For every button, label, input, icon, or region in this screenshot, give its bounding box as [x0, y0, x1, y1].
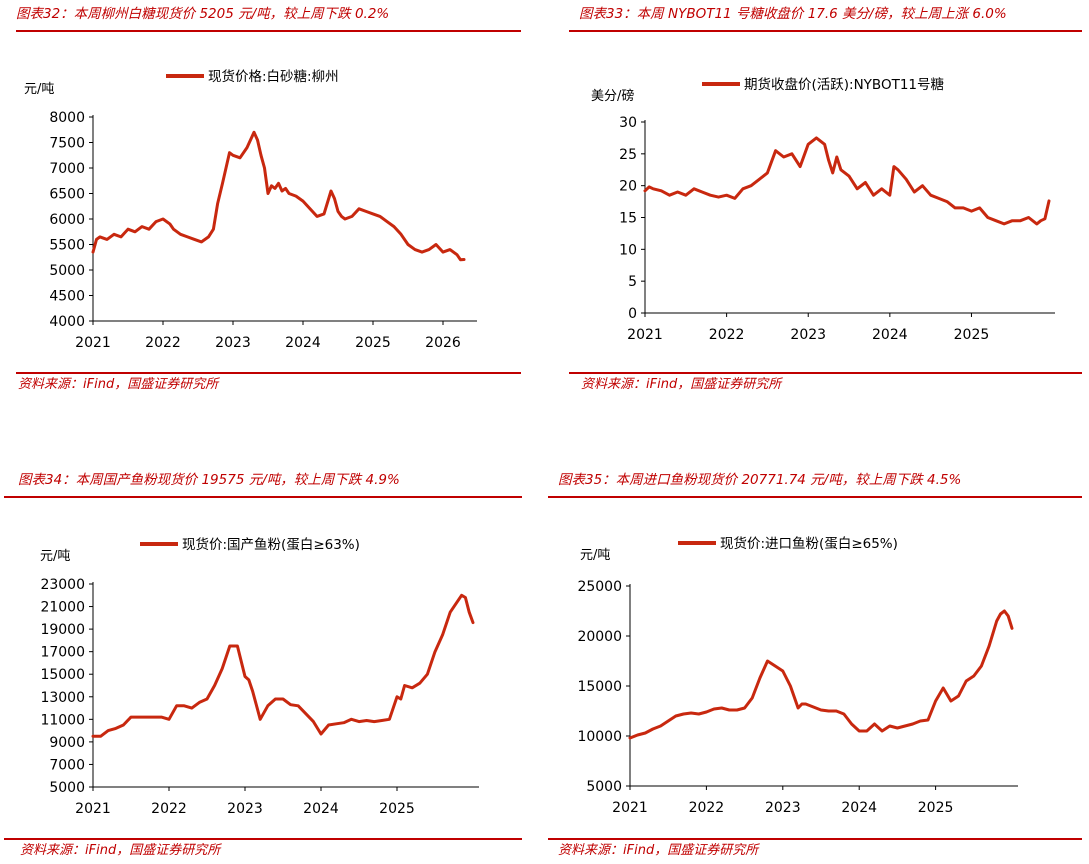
x-tick-label: 2021 [75, 801, 111, 817]
chart-svg: 4000 4500 5000 5500 6000 6500 7000 7500 8000 2021… [24, 68, 477, 351]
source-rule [548, 838, 1082, 840]
title-rule [4, 496, 522, 498]
legend-label: 期货收盘价(活跃):NYBOT11号糖 [744, 76, 944, 93]
source-rule [16, 372, 521, 374]
y-tick-label: 9000 [49, 735, 85, 751]
series-line [643, 136, 1051, 226]
chart-title: 图表34：本周国产鱼粉现货价 19575 元/吨，较上周下跌 4.9% [18, 472, 400, 488]
chart-svg: 5000 7000 9000 11000 13000 15000 17000 19000 210… [40, 536, 479, 817]
x-tick-label: 2024 [841, 800, 877, 816]
chart-title: 图表32：本周柳州白糖现货价 5205 元/吨，较上周下跌 0.2% [16, 6, 390, 22]
y-axis-label: 美分/磅 [591, 88, 634, 104]
source-rule [569, 372, 1082, 374]
y-tick-label: 25000 [577, 579, 622, 595]
y-tick-label: 30 [619, 115, 637, 131]
x-tick-label: 2024 [872, 327, 908, 343]
y-tick-label: 17000 [40, 645, 85, 661]
y-tick-label: 8000 [49, 110, 85, 126]
series-line [91, 130, 466, 262]
chart-source: 资料来源：iFind，国盛证券研究所 [558, 843, 759, 858]
y-tick-label: 0 [628, 306, 637, 322]
y-tick-label: 20 [619, 179, 637, 195]
title-rule [569, 30, 1082, 32]
y-tick-label: 21000 [40, 600, 85, 616]
y-tick-label: 10 [619, 242, 637, 258]
chart-source: 资料来源：iFind，国盛证券研究所 [581, 377, 782, 392]
y-tick-label: 4500 [49, 289, 85, 305]
y-tick-label: 5000 [49, 780, 85, 796]
y-tick-label: 6500 [49, 187, 85, 203]
x-tick-label: 2021 [612, 800, 648, 816]
x-tick-label: 2022 [689, 800, 725, 816]
y-tick-label: 5000 [49, 263, 85, 279]
x-tick-label: 2023 [215, 335, 251, 351]
x-tick-label: 2025 [954, 327, 990, 343]
y-tick-label: 23000 [40, 577, 85, 593]
y-axis-label: 元/吨 [40, 549, 70, 564]
y-tick-label: 7500 [49, 136, 85, 152]
y-tick-label: 5000 [586, 779, 622, 795]
chart-panel-34: 图表34：本周国产鱼粉现货价 19575 元/吨，较上周下跌 4.9% 5000… [4, 466, 522, 864]
y-tick-label: 4000 [49, 314, 85, 330]
x-tick-label: 2021 [75, 335, 111, 351]
title-rule [16, 30, 521, 32]
title-rule [548, 496, 1082, 498]
y-tick-label: 15000 [577, 679, 622, 695]
legend-label: 现货价:国产鱼粉(蛋白≥63%) [182, 536, 360, 553]
chart-svg: 5000 10000 15000 20000 25000 2021 2022 2023 2024… [577, 535, 1018, 816]
chart-title: 图表33：本周 NYBOT11 号糖收盘价 17.6 美分/磅，较上周上涨 6.… [579, 6, 1007, 22]
y-tick-label: 19000 [40, 622, 85, 638]
chart-panel-35: 图表35：本周进口鱼粉现货价 20771.74 元/吨，较上周下跌 4.5% 5… [548, 466, 1082, 864]
x-tick-label: 2025 [918, 800, 954, 816]
x-tick-label: 2025 [355, 335, 391, 351]
x-tick-label: 2023 [227, 801, 263, 817]
y-tick-label: 25 [619, 147, 637, 163]
y-axis-label: 元/吨 [24, 82, 54, 97]
y-tick-label: 15 [619, 211, 637, 227]
y-tick-label: 13000 [40, 690, 85, 706]
y-tick-label: 7000 [49, 161, 85, 177]
legend-label: 现货价格:白砂糖:柳州 [208, 68, 339, 85]
x-tick-label: 2021 [627, 327, 663, 343]
x-tick-label: 2022 [151, 801, 187, 817]
y-tick-label: 20000 [577, 629, 622, 645]
x-tick-label: 2022 [709, 327, 745, 343]
legend-label: 现货价:进口鱼粉(蛋白≥65%) [720, 535, 898, 552]
x-tick-label: 2026 [425, 335, 461, 351]
y-tick-label: 11000 [40, 712, 85, 728]
chart-panel-33: 图表33：本周 NYBOT11 号糖收盘价 17.6 美分/磅，较上周上涨 6.… [569, 0, 1082, 400]
y-axis-label: 元/吨 [580, 548, 610, 563]
chart-panel-32: 图表32：本周柳州白糖现货价 5205 元/吨，较上周下跌 0.2% 4000 4… [16, 0, 521, 400]
chart-source: 资料来源：iFind，国盛证券研究所 [18, 377, 219, 392]
series-line [628, 609, 1014, 740]
x-tick-label: 2022 [145, 335, 181, 351]
x-tick-label: 2025 [379, 801, 415, 817]
x-tick-label: 2023 [790, 327, 826, 343]
x-tick-label: 2024 [285, 335, 321, 351]
x-tick-label: 2023 [765, 800, 801, 816]
y-tick-label: 7000 [49, 757, 85, 773]
source-rule [4, 838, 522, 840]
y-tick-label: 5 [628, 274, 637, 290]
y-tick-label: 15000 [40, 667, 85, 683]
series-line [91, 593, 475, 738]
chart-source: 资料来源：iFind，国盛证券研究所 [20, 843, 221, 858]
y-tick-label: 6000 [49, 212, 85, 228]
chart-title: 图表35：本周进口鱼粉现货价 20771.74 元/吨，较上周下跌 4.5% [558, 472, 962, 488]
y-tick-label: 10000 [577, 729, 622, 745]
y-tick-label: 5500 [49, 238, 85, 254]
x-tick-label: 2024 [303, 801, 339, 817]
